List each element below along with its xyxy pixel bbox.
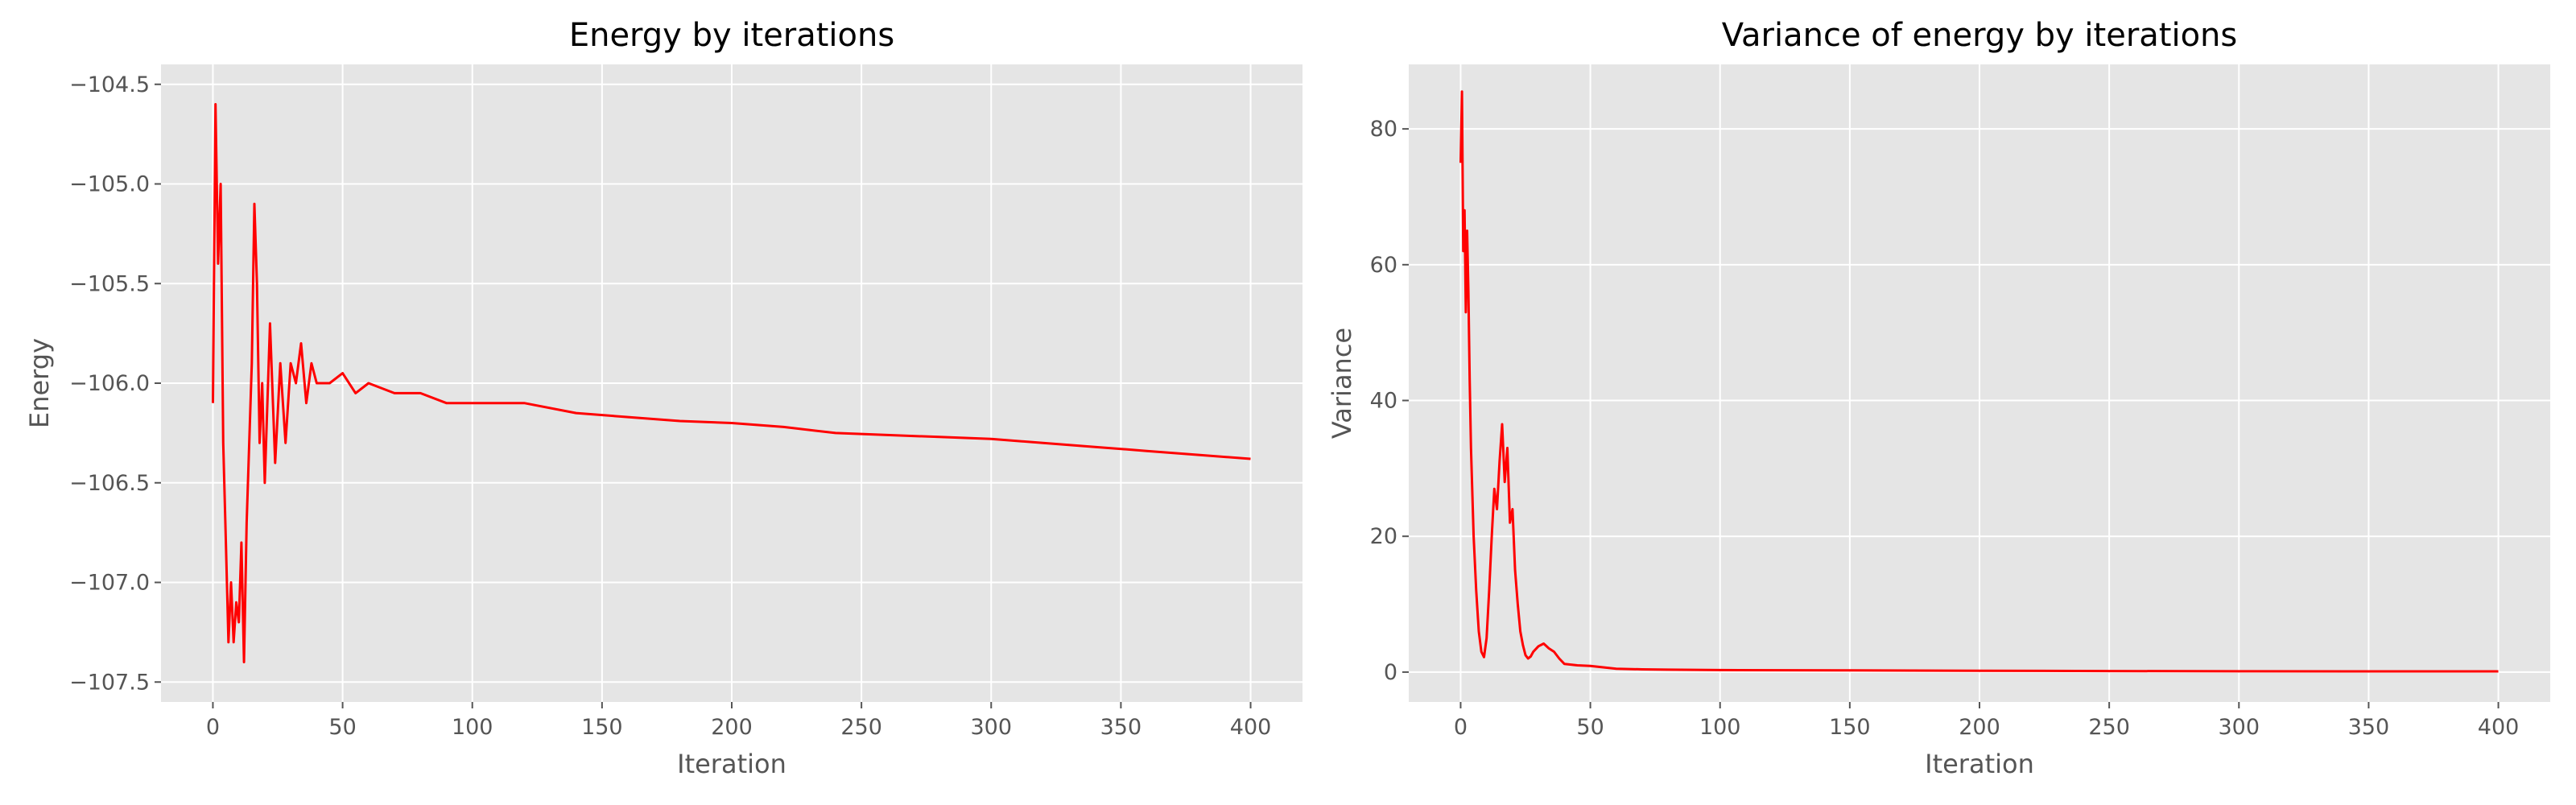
x-tick-label: 50 <box>328 715 356 740</box>
y-tick-label: −106.5 <box>69 471 150 496</box>
x-tick-label: 100 <box>452 715 493 740</box>
energy-ticks: 0 50 100 150 200 250 300 350 400 −107.5 −107.0 −106… <box>69 72 1271 740</box>
y-tick-label: 0 <box>1384 660 1397 685</box>
variance-plot <box>1459 90 2499 673</box>
y-tick-label: −106.0 <box>69 371 150 396</box>
energy-plot <box>212 103 1251 663</box>
variance-chart: 0 50 100 150 200 250 300 350 400 0 20 40 60 80 Varian… <box>1327 17 2550 779</box>
x-tick-label: 400 <box>2478 715 2520 740</box>
x-tick-label: 150 <box>581 715 623 740</box>
variance-series-line <box>1459 90 2499 673</box>
y-tick-label: 80 <box>1370 117 1397 142</box>
energy-x-axis-label: Iteration <box>677 749 786 779</box>
x-tick-label: 300 <box>970 715 1012 740</box>
y-tick-label: −105.0 <box>69 172 150 197</box>
x-tick-label: 350 <box>2348 715 2390 740</box>
x-tick-label: 200 <box>1959 715 2000 740</box>
x-tick-label: 250 <box>840 715 882 740</box>
y-tick-label: −104.5 <box>69 72 150 97</box>
x-tick-label: 150 <box>1829 715 1871 740</box>
y-tick-label: −107.5 <box>69 670 150 695</box>
x-tick-label: 0 <box>1454 715 1468 740</box>
y-tick-label: 20 <box>1370 524 1397 549</box>
y-tick-label: 40 <box>1370 389 1397 414</box>
y-tick-label: −105.5 <box>69 271 150 296</box>
energy-chart: 0 50 100 150 200 250 300 350 400 −107.5 −107.0 −106… <box>24 17 1302 779</box>
variance-chart-title: Variance of energy by iterations <box>1722 17 2237 54</box>
x-tick-label: 300 <box>2218 715 2260 740</box>
variance-x-axis-label: Iteration <box>1925 749 2034 779</box>
x-tick-label: 400 <box>1230 715 1272 740</box>
energy-y-axis-label: Energy <box>24 338 55 428</box>
energy-chart-title: Energy by iterations <box>569 17 894 54</box>
x-tick-label: 0 <box>206 715 220 740</box>
y-tick-label: −107.0 <box>69 571 150 596</box>
energy-series-line <box>212 103 1251 663</box>
x-tick-label: 250 <box>2088 715 2130 740</box>
x-tick-label: 200 <box>711 715 753 740</box>
variance-ticks: 0 50 100 150 200 250 300 350 400 0 20 40 60 80 <box>1370 117 2520 740</box>
energy-grid <box>161 64 1302 702</box>
x-tick-label: 350 <box>1100 715 1142 740</box>
y-tick-label: 60 <box>1370 253 1397 278</box>
variance-y-axis-label: Variance <box>1327 328 1357 439</box>
x-tick-label: 50 <box>1576 715 1604 740</box>
x-tick-label: 100 <box>1699 715 1741 740</box>
